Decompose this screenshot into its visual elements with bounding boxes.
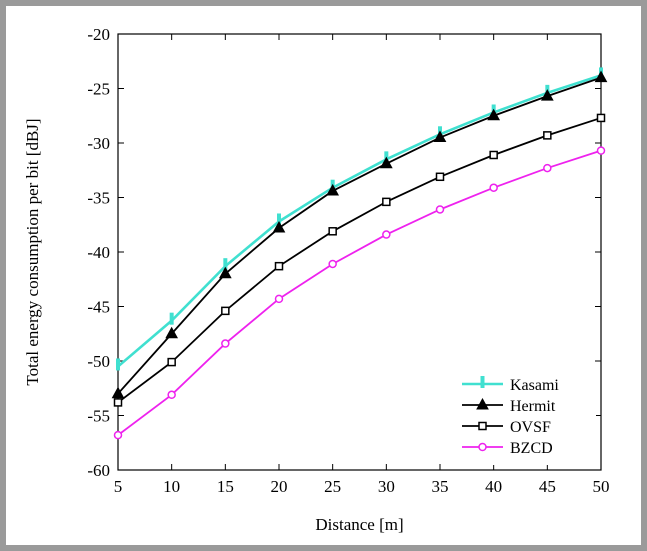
bzcd-point bbox=[382, 230, 391, 239]
bzcd-point bbox=[221, 339, 230, 348]
ovsf-line bbox=[117, 117, 602, 404]
legend-ovsf-label: OVSF bbox=[510, 419, 551, 436]
y-tick-label: -40 bbox=[87, 243, 110, 262]
kasami-line bbox=[117, 74, 602, 368]
y-tick-label: -20 bbox=[87, 25, 110, 44]
ovsf-point bbox=[221, 306, 230, 316]
x-tick-label: 25 bbox=[324, 477, 341, 496]
x-tick-label: 35 bbox=[432, 477, 449, 496]
legend-hermit-marker bbox=[476, 397, 489, 410]
ovsf-point bbox=[489, 150, 498, 160]
legend-bzcd-marker bbox=[478, 442, 487, 452]
bzcd-point bbox=[328, 259, 337, 269]
ovsf-point bbox=[167, 357, 176, 367]
x-tick-label: 50 bbox=[593, 477, 610, 496]
bzcd-point bbox=[274, 294, 284, 304]
legend-hermit-label: Hermit bbox=[510, 398, 556, 415]
x-tick-label: 40 bbox=[485, 477, 502, 496]
ovsf-point bbox=[596, 113, 606, 123]
hermit-point bbox=[594, 70, 608, 83]
hermit-point bbox=[218, 266, 232, 279]
series-hermit bbox=[111, 70, 608, 399]
y-tick-label: -50 bbox=[87, 352, 110, 371]
y-tick-label: -25 bbox=[87, 80, 110, 99]
legend-bzcd-label: BZCD bbox=[510, 440, 553, 457]
hermit-point bbox=[272, 220, 286, 233]
axis-ticks: 5 10 15 20 25 30 35 40 45 50 -20 -25 -30 -35 -40 -45 -50… bbox=[87, 25, 609, 496]
x-tick-label: 5 bbox=[114, 477, 123, 496]
x-tick-label: 20 bbox=[271, 477, 288, 496]
series-group bbox=[111, 67, 608, 440]
y-axis-label: Total energy consumption per bit [dBJ] bbox=[23, 118, 42, 385]
x-tick-label: 45 bbox=[539, 477, 556, 496]
x-tick-label: 30 bbox=[378, 477, 395, 496]
bzcd-point bbox=[596, 146, 606, 155]
hermit-point bbox=[379, 156, 393, 169]
x-tick-label: 10 bbox=[163, 477, 180, 496]
hermit-point bbox=[111, 386, 125, 399]
x-tick-label: 15 bbox=[217, 477, 234, 496]
bzcd-point bbox=[167, 390, 176, 400]
ovsf-point bbox=[113, 398, 123, 407]
bzcd-point bbox=[543, 163, 552, 173]
legend-kasami-label: Kasami bbox=[510, 377, 559, 394]
hermit-line bbox=[117, 76, 602, 395]
bzcd-point bbox=[435, 205, 445, 214]
ovsf-point bbox=[543, 131, 552, 140]
y-tick-label: -55 bbox=[87, 407, 110, 426]
y-tick-label: -45 bbox=[87, 298, 110, 317]
hermit-point bbox=[165, 326, 179, 339]
bzcd-line bbox=[117, 149, 602, 436]
ovsf-point bbox=[274, 261, 284, 271]
hermit-point bbox=[433, 130, 447, 143]
y-tick-label: -60 bbox=[87, 461, 110, 480]
series-bzcd bbox=[113, 146, 606, 440]
ovsf-point bbox=[435, 172, 445, 182]
bzcd-point bbox=[113, 430, 123, 440]
x-axis-label: Distance [m] bbox=[315, 515, 403, 534]
ovsf-point bbox=[328, 227, 337, 236]
hermit-point bbox=[326, 183, 340, 196]
ovsf-point bbox=[382, 197, 391, 207]
hermit-point bbox=[487, 108, 501, 121]
series-ovsf bbox=[113, 113, 606, 407]
y-tick-label: -30 bbox=[87, 134, 110, 153]
legend-ovsf-marker bbox=[478, 421, 487, 431]
bzcd-point bbox=[489, 183, 498, 192]
hermit-point bbox=[540, 89, 554, 101]
y-tick-label: -35 bbox=[87, 189, 110, 208]
legend: Kasami Hermit OVSF BZCD bbox=[456, 369, 596, 465]
